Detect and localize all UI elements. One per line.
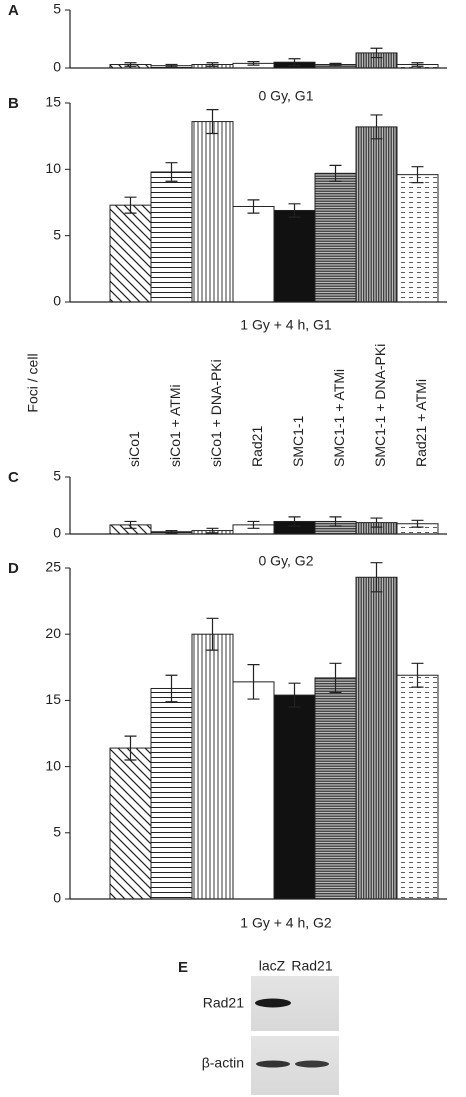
blot-row-label: β-actin bbox=[202, 1055, 244, 1071]
y-tick-label: 10 bbox=[45, 160, 61, 176]
y-tick-label: 5 bbox=[53, 824, 61, 840]
error-bar bbox=[370, 517, 383, 528]
y-tick-label: 5 bbox=[53, 226, 61, 242]
error-bar bbox=[165, 529, 178, 534]
y-tick-label: 20 bbox=[45, 625, 61, 641]
error-bar bbox=[329, 516, 342, 527]
y-tick-label: 5 bbox=[53, 1, 61, 17]
chart-title: 1 Gy + 4 h, G1 bbox=[240, 317, 332, 333]
bar bbox=[355, 126, 398, 303]
bar bbox=[191, 121, 234, 303]
blot-band bbox=[256, 1060, 290, 1068]
category-label: Rad21 bbox=[249, 426, 265, 467]
panel-label: E bbox=[178, 959, 188, 976]
bar bbox=[109, 747, 152, 900]
chart-title: 0 Gy, G2 bbox=[259, 553, 314, 569]
bar bbox=[355, 576, 398, 900]
bar bbox=[150, 171, 193, 303]
y-tick-label: 0 bbox=[53, 59, 61, 75]
category-label: SMC1-1 + ATMi bbox=[331, 369, 347, 467]
error-bar bbox=[411, 519, 424, 528]
error-bar bbox=[124, 735, 137, 761]
blot-band bbox=[295, 1060, 329, 1068]
blot-column-label: Rad21 bbox=[291, 958, 332, 974]
error-bar bbox=[165, 674, 178, 703]
y-tick-label: 5 bbox=[53, 468, 61, 484]
error-bar bbox=[124, 196, 137, 214]
bar bbox=[396, 674, 439, 900]
error-bar bbox=[370, 562, 383, 593]
error-bar bbox=[165, 162, 178, 182]
y-tick-label: 15 bbox=[45, 691, 61, 707]
y-tick-label: 10 bbox=[45, 757, 61, 773]
error-bar bbox=[247, 664, 260, 700]
bar bbox=[314, 677, 357, 900]
chart-title: 0 Gy, G1 bbox=[259, 88, 314, 104]
error-bar bbox=[370, 47, 383, 59]
error-bar bbox=[411, 662, 424, 688]
error-bar bbox=[411, 166, 424, 184]
category-label: SMC1-1 bbox=[290, 415, 306, 467]
bar bbox=[314, 172, 357, 303]
category-label: SMC1-1 + DNA-PKi bbox=[372, 344, 388, 467]
bar bbox=[273, 209, 316, 303]
panel-label: B bbox=[8, 95, 19, 112]
chart-title: 1 Gy + 4 h, G2 bbox=[240, 915, 332, 931]
error-bar bbox=[247, 61, 260, 66]
error-bar bbox=[206, 62, 219, 67]
bar bbox=[150, 687, 193, 900]
bar bbox=[232, 205, 275, 303]
bar bbox=[109, 204, 152, 303]
error-bar bbox=[206, 617, 219, 651]
error-bar bbox=[329, 164, 342, 182]
y-tick-label: 15 bbox=[45, 94, 61, 110]
panel-label: C bbox=[8, 469, 19, 486]
error-bar bbox=[247, 199, 260, 214]
error-bar bbox=[329, 62, 342, 67]
y-tick-label: 0 bbox=[53, 293, 61, 309]
error-bar bbox=[247, 520, 260, 529]
y-axis-label: Foci / cell bbox=[25, 353, 41, 412]
error-bar bbox=[411, 62, 424, 67]
error-bar bbox=[288, 682, 301, 708]
error-bar bbox=[206, 109, 219, 135]
error-bar bbox=[206, 527, 219, 534]
error-bar bbox=[329, 662, 342, 694]
blot-column-label: lacZ bbox=[259, 958, 286, 974]
error-bar bbox=[124, 520, 137, 529]
blot-band bbox=[255, 998, 291, 1008]
category-label: Rad21 + ATMi bbox=[413, 379, 429, 467]
bar bbox=[396, 174, 439, 303]
category-label: siCo1 + ATMi bbox=[167, 384, 183, 467]
y-tick-label: 25 bbox=[45, 559, 61, 575]
bar bbox=[273, 694, 316, 900]
category-label: siCo1 + DNA-PKi bbox=[208, 359, 224, 467]
error-bar bbox=[124, 62, 137, 67]
panel-label: A bbox=[8, 2, 19, 19]
panel-label: D bbox=[8, 560, 19, 577]
error-bar bbox=[165, 63, 178, 68]
y-tick-label: 0 bbox=[53, 890, 61, 906]
error-bar bbox=[288, 516, 301, 527]
bar bbox=[191, 633, 234, 900]
error-bar bbox=[288, 203, 301, 218]
blot-row-label: Rad21 bbox=[203, 995, 244, 1011]
error-bar bbox=[288, 58, 301, 67]
error-bar bbox=[370, 114, 383, 140]
category-label: siCo1 bbox=[126, 431, 142, 467]
y-tick-label: 0 bbox=[53, 525, 61, 541]
bar bbox=[232, 681, 275, 900]
